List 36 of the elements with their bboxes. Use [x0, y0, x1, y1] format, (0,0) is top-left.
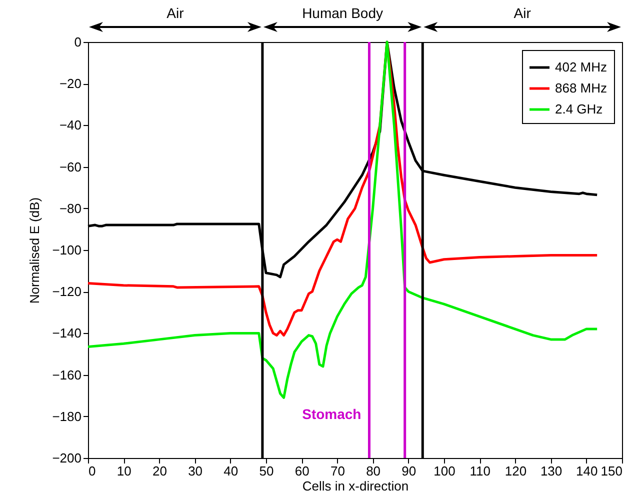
- text: Air: [514, 5, 532, 21]
- y-tick-label: −20: [59, 76, 82, 92]
- y-axis-title: Normalised E (dB): [27, 197, 42, 304]
- y-tick-label: −60: [59, 159, 82, 174]
- legend-label: 402 MHz: [555, 60, 608, 74]
- x-tick-label: 50: [259, 464, 274, 478]
- x-tick-label: 80: [366, 464, 381, 478]
- y-tick-label: 0: [74, 34, 82, 50]
- text: Human Body: [302, 5, 384, 21]
- x-tick-label: 20: [152, 464, 167, 478]
- x-tick-label: 90: [402, 464, 416, 478]
- y-tick-label: −100: [52, 242, 82, 258]
- x-tick-label: 0: [88, 464, 96, 478]
- x-tick-label: 60: [294, 464, 310, 478]
- legend-label: 2.4 GHz: [555, 102, 603, 116]
- x-tick-label: 10: [116, 464, 132, 478]
- annotation: Stomach: [302, 406, 362, 422]
- x-tick-label: 30: [188, 464, 203, 478]
- y-tick-label: −180: [52, 408, 82, 424]
- y-tick-label: −120: [52, 284, 82, 300]
- text: Air: [166, 5, 184, 21]
- y-tick-label: −80: [59, 200, 82, 216]
- x-tick-label: 140: [576, 464, 598, 478]
- y-tick-label: −40: [59, 118, 82, 133]
- x-tick-label: 120: [504, 464, 527, 478]
- x-axis-title: Cells in x-direction: [302, 478, 409, 494]
- y-tick-label: −140: [52, 326, 82, 341]
- x-tick-label: 130: [540, 464, 562, 478]
- legend-label: 868 MHz: [555, 80, 608, 96]
- x-tick-label: 110: [470, 464, 490, 478]
- x-tick-label: 100: [434, 464, 456, 478]
- y-tick-label: −200: [52, 450, 82, 466]
- x-tick-label: 150: [600, 464, 622, 478]
- y-tick-label: −160: [52, 367, 82, 382]
- x-tick-label: 40: [224, 464, 238, 478]
- x-tick-label: 70: [330, 464, 345, 478]
